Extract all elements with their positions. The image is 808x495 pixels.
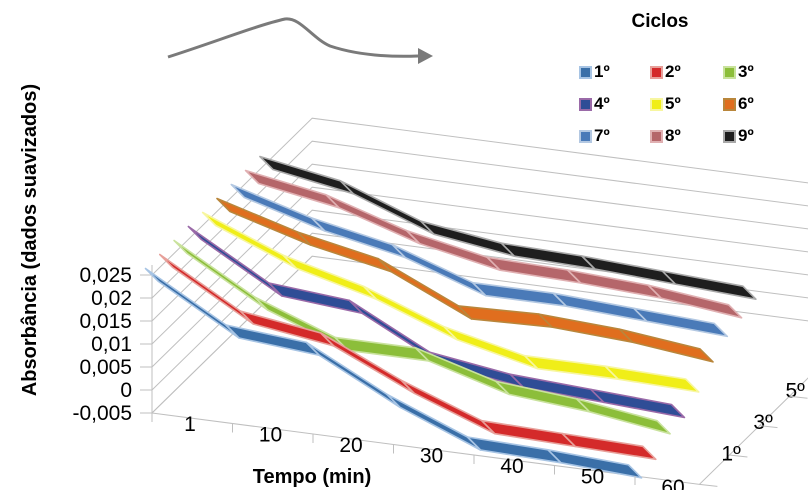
legend-label: 9º bbox=[738, 126, 754, 145]
legend-label: 7º bbox=[594, 126, 610, 145]
ribbon-segment bbox=[400, 379, 496, 435]
gridline bbox=[140, 186, 808, 345]
legend-label: 3º bbox=[738, 62, 754, 81]
legend-item: 5º bbox=[650, 94, 681, 113]
ribbon-segment bbox=[538, 313, 634, 343]
series-ribbon bbox=[259, 155, 757, 300]
ribbon-segment bbox=[661, 270, 757, 300]
ribbon-segment bbox=[457, 305, 553, 328]
legend-swatch bbox=[723, 66, 736, 79]
z-tick-label: 5º bbox=[786, 380, 806, 403]
gridline bbox=[140, 117, 808, 276]
ribbon-segment bbox=[604, 365, 700, 393]
series-ribbon bbox=[244, 169, 743, 319]
x-tick-label: 40 bbox=[500, 455, 523, 478]
legend-item: 1º bbox=[579, 62, 610, 81]
legend-label: 1º bbox=[594, 62, 610, 81]
ribbon-segment bbox=[472, 281, 568, 307]
legend-label: 5º bbox=[665, 94, 681, 113]
legend-item: 9º bbox=[723, 126, 754, 145]
z-tick bbox=[729, 454, 748, 458]
y-tick-label: 0,005 bbox=[79, 356, 132, 379]
series-ribbon bbox=[230, 183, 729, 338]
series-ribbon bbox=[216, 197, 714, 363]
z-tick bbox=[789, 395, 808, 399]
legend-item: 6º bbox=[723, 94, 754, 113]
legend-label: 8º bbox=[665, 126, 681, 145]
legend: 1º 2º 3º 4º 5º 6º 7º 8º 9º bbox=[579, 62, 754, 145]
ribbon-segment bbox=[523, 354, 619, 380]
ribbon-segment bbox=[552, 292, 648, 323]
legend-item: 2º bbox=[650, 62, 681, 81]
x-tick-label: 20 bbox=[339, 434, 362, 457]
y-tick-label: 0 bbox=[120, 379, 132, 402]
ribbon-segment bbox=[633, 307, 729, 338]
gridline bbox=[140, 163, 808, 322]
gridline bbox=[140, 209, 808, 368]
z-tick bbox=[759, 425, 778, 429]
legend-title: Ciclos bbox=[631, 11, 688, 32]
gridline bbox=[140, 140, 808, 299]
trend-arrow-head bbox=[418, 48, 433, 64]
legend-swatch bbox=[723, 98, 736, 111]
series-ribbon bbox=[159, 253, 657, 461]
legend-label: 2º bbox=[665, 62, 681, 81]
x-axis-title: Tempo (min) bbox=[253, 466, 372, 488]
legend-label: 4º bbox=[594, 94, 610, 113]
floor-left-edge bbox=[151, 255, 313, 414]
trend-arrow bbox=[167, 17, 419, 59]
ribbon-segment bbox=[590, 388, 686, 419]
y-tick-label: 0,01 bbox=[91, 333, 132, 356]
gridline bbox=[140, 232, 808, 391]
legend-item: 8º bbox=[650, 126, 681, 145]
legend-swatch bbox=[650, 98, 663, 111]
legend-swatch bbox=[579, 130, 592, 143]
series-ribbon bbox=[201, 211, 700, 393]
ribbon-segment bbox=[362, 285, 458, 341]
x-tick-label: 10 bbox=[259, 424, 282, 447]
x-tick-label: 60 bbox=[661, 476, 684, 490]
y-tick-label: 0,025 bbox=[79, 264, 132, 287]
ribbon-segment bbox=[561, 432, 657, 461]
y-axis-title: Absorbância (dados suavizados) bbox=[19, 84, 41, 396]
legend-swatch bbox=[579, 66, 592, 79]
legend-item: 4º bbox=[579, 94, 610, 113]
legend-item: 7º bbox=[579, 126, 610, 145]
legend-swatch bbox=[650, 130, 663, 143]
ribbon-segment bbox=[201, 211, 297, 269]
ribbon-segment bbox=[575, 398, 671, 435]
series-ribbon bbox=[144, 267, 643, 479]
x-tick-label: 50 bbox=[581, 466, 604, 489]
z-tick-label: 3º bbox=[753, 411, 773, 434]
legend-swatch bbox=[650, 66, 663, 79]
legend-swatch bbox=[723, 130, 736, 143]
ribbon-layer bbox=[144, 155, 757, 479]
y-tick-label: 0,02 bbox=[91, 287, 132, 310]
series-ribbon bbox=[173, 239, 671, 435]
legend-label: 6º bbox=[738, 94, 754, 113]
grid-layer bbox=[140, 117, 808, 485]
ribbon-segment bbox=[547, 449, 643, 479]
y-tick-label: -0,005 bbox=[72, 402, 132, 425]
y-tick-label: 0,015 bbox=[79, 310, 132, 333]
ribbon-segment bbox=[618, 328, 714, 363]
x-tick-label: 30 bbox=[420, 445, 443, 468]
floor-outline bbox=[151, 377, 808, 485]
ribbon-segment bbox=[647, 284, 743, 319]
legend-swatch bbox=[579, 98, 592, 111]
z-tick bbox=[699, 483, 718, 487]
z-tick-label: 1º bbox=[721, 442, 741, 465]
legend-item: 3º bbox=[723, 62, 754, 81]
x-tick-label: 1 bbox=[184, 413, 196, 436]
